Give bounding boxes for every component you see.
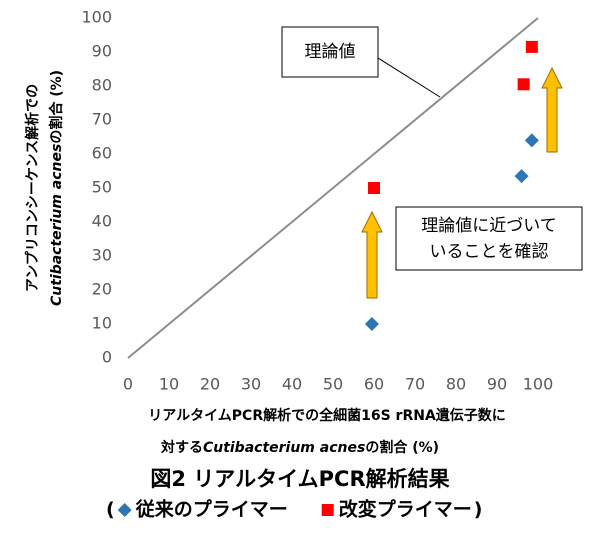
x-label-part: リアルタイムPCR解析での全細菌16S rRNA遺伝子数に xyxy=(148,407,506,424)
y-tick-label: 70 xyxy=(92,110,112,129)
legend-text: ) xyxy=(474,499,483,521)
x-tick-label: 40 xyxy=(282,375,302,394)
y-tick-label: 80 xyxy=(92,76,112,95)
legend-text: ( xyxy=(106,499,115,521)
x-tick-label: 50 xyxy=(323,375,343,394)
leader-line xyxy=(377,57,441,98)
x-label-part: Cutibacterium acnes xyxy=(203,440,365,456)
y-tick-label: 40 xyxy=(92,212,112,231)
point xyxy=(525,40,538,53)
y-tick-label: 20 xyxy=(92,280,112,299)
svg-text:アンプリコンシーケンス解析での: アンプリコンシーケンス解析での xyxy=(24,84,41,292)
chart-title: 図2 リアルタイムPCR解析結果 xyxy=(150,467,449,491)
point xyxy=(524,133,539,148)
svg-text:対するCutibacterium acnesの割合 (%): 対するCutibacterium acnesの割合 (%) xyxy=(160,439,439,456)
legend-text: 従来のプライマー xyxy=(135,498,288,521)
x-tick-label: 0 xyxy=(123,375,133,394)
x-tick-label: 10 xyxy=(159,375,179,394)
y-label-part: アンプリコンシーケンス解析での xyxy=(24,84,41,292)
legend-text: 改変プライマー xyxy=(339,498,472,521)
arrow xyxy=(541,66,563,153)
y-tick-label: 10 xyxy=(92,314,112,333)
point xyxy=(364,317,379,331)
svg-text:Cutibacterium acnesの割合 (%): Cutibacterium acnesの割合 (%) xyxy=(48,70,65,306)
y-label-part: Cutibacterium acnes xyxy=(49,144,65,306)
x-tick-label: 60 xyxy=(364,375,384,394)
legend-marker xyxy=(321,504,334,516)
x-tick-label: 100 xyxy=(523,375,554,394)
annotation-box xyxy=(281,26,379,78)
x-label-part: の割合 (%) xyxy=(365,439,439,456)
y-tick-label: 0 xyxy=(102,348,112,367)
x-tick-label: 80 xyxy=(446,375,466,394)
x-tick-label: 20 xyxy=(200,375,220,394)
y-tick-label: 50 xyxy=(92,178,112,197)
x-label-part: 対する xyxy=(160,439,203,456)
annotation: いることを確認 xyxy=(430,242,549,262)
x-tick-label: 30 xyxy=(241,375,261,394)
reference-line xyxy=(127,17,539,359)
annotation-box xyxy=(395,206,583,271)
legend-marker xyxy=(117,503,132,517)
y-tick-label: 60 xyxy=(92,144,112,163)
y-tick-label: 30 xyxy=(92,246,112,265)
point xyxy=(517,78,530,91)
y-tick-label: 100 xyxy=(81,8,112,27)
x-tick-label: 90 xyxy=(487,375,507,394)
annotation: 理論値 xyxy=(305,42,356,62)
y-tick-label: 90 xyxy=(92,42,112,61)
x-tick-label: 70 xyxy=(405,375,425,394)
y-label-part: の割合 (%) xyxy=(48,70,65,144)
point xyxy=(514,169,529,184)
y-axis-label: アンプリコンシーケンス解析での Cutibacterium acnesの割合 (… xyxy=(24,70,65,306)
annotation: 理論値に近づいて xyxy=(421,216,557,236)
svg-text:リアルタイムPCR解析での全細菌16S rRNA遺伝子数に: リアルタイムPCR解析での全細菌16S rRNA遺伝子数に xyxy=(148,407,506,424)
point xyxy=(368,182,380,194)
arrow xyxy=(361,210,383,299)
